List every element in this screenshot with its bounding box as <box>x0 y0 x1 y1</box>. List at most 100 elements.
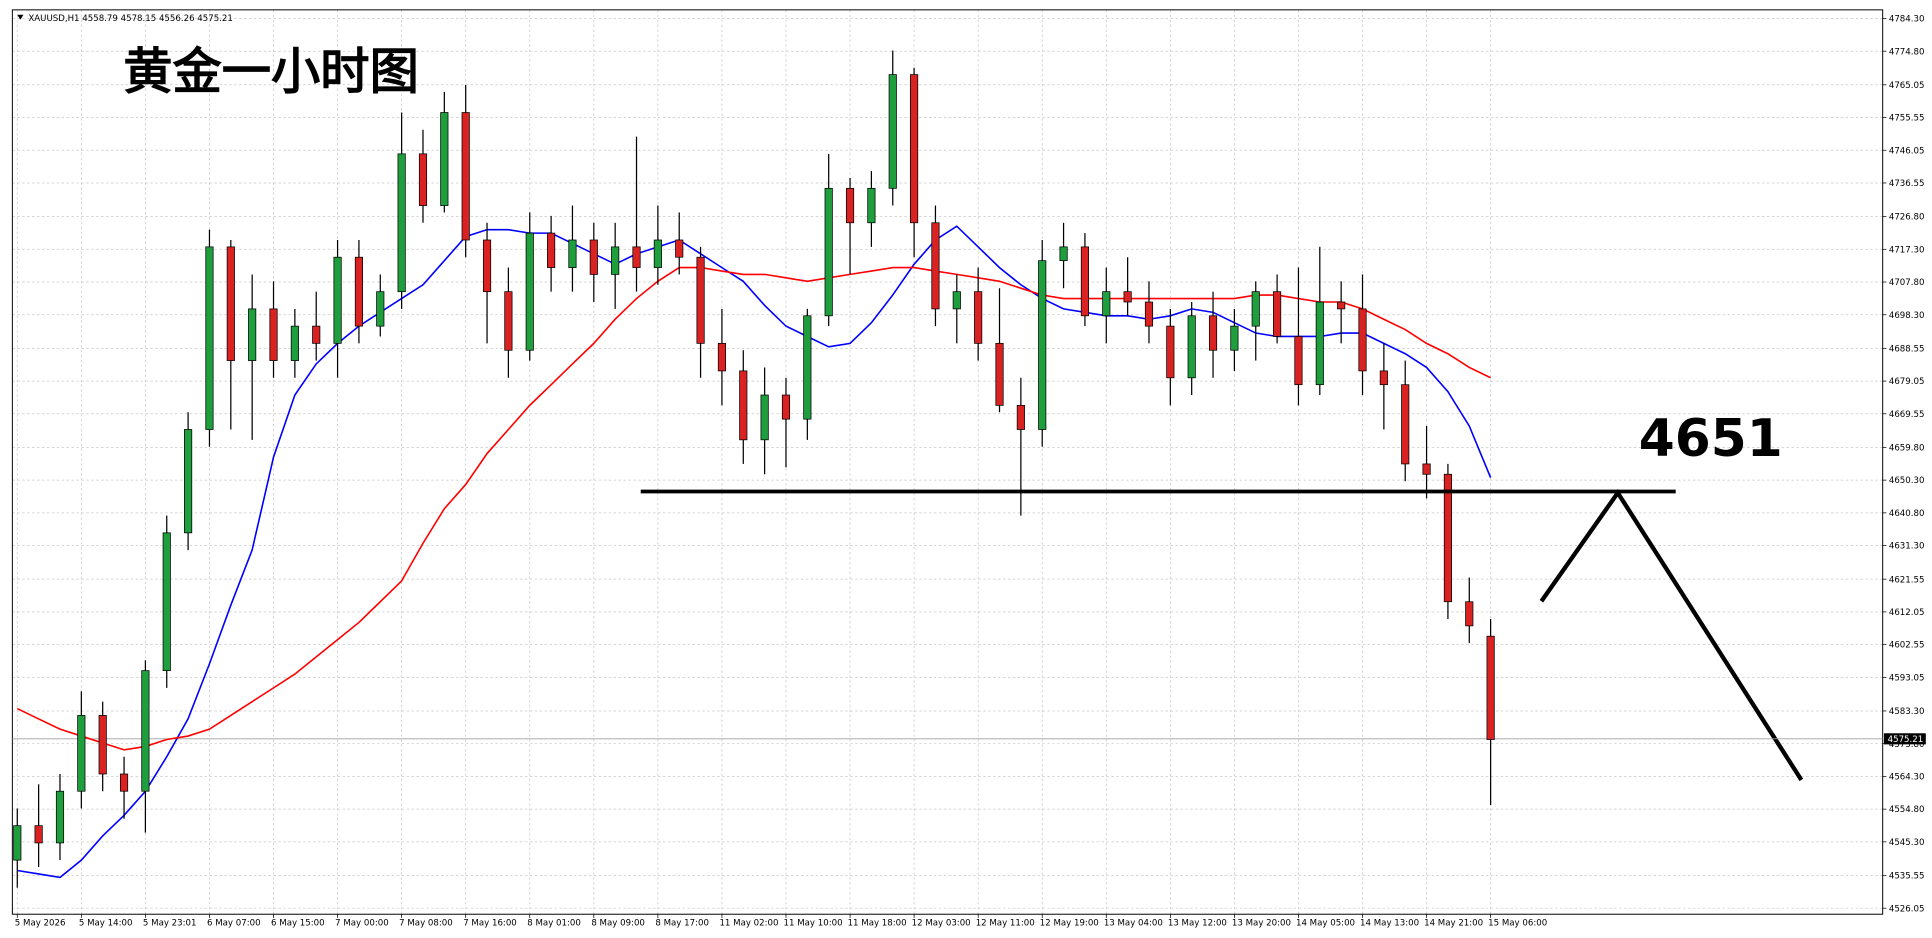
candle-body <box>1208 315 1218 351</box>
labels: 4784.30 4774.80 4765.05 4755.55 4746.05 4736.… <box>15 15 1926 928</box>
candle-body <box>504 291 513 351</box>
marks <box>12 50 1883 888</box>
candle-body <box>547 232 556 268</box>
y-tick-label: 4784.30 <box>1889 15 1925 25</box>
y-tick-label: 4755.55 <box>1889 114 1925 124</box>
candle-body <box>589 239 598 275</box>
x-tick-label: 7 May 08:00 <box>399 918 453 928</box>
y-tick-label: 4602.55 <box>1889 641 1925 651</box>
y-tick-label: 4698.30 <box>1889 311 1925 321</box>
candle-body <box>34 825 43 844</box>
y-tick-label: 4774.80 <box>1889 47 1925 57</box>
current-price-box <box>1883 733 1926 745</box>
candle-body <box>440 112 449 206</box>
header: XAUUSD,H1 4558.79 4578.15 4556.26 4575.2… <box>28 14 233 24</box>
x-tick-label: 14 May 13:00 <box>1360 918 1419 928</box>
y-tick-label: 4659.80 <box>1889 443 1925 453</box>
current-price-label: 4575.21 <box>1888 735 1924 745</box>
candle-body <box>525 232 534 351</box>
candle-body <box>1038 260 1047 430</box>
candle-body <box>1465 601 1474 627</box>
y-tick-label: 4679.05 <box>1889 377 1925 387</box>
x-tick-label: 5 May 23:01 <box>143 918 197 928</box>
moving-average <box>17 225 1492 879</box>
candle-body <box>1059 246 1068 262</box>
candle-body <box>1294 336 1303 386</box>
candle-body <box>1251 291 1260 327</box>
candle-body <box>717 342 726 372</box>
y-tick-label: 4583.30 <box>1889 707 1925 717</box>
candle-body <box>55 790 65 844</box>
x-tick-label: 11 May 18:00 <box>848 918 907 928</box>
candle-body <box>888 74 897 189</box>
candle-body <box>568 239 577 268</box>
chart-title: 黄金一小时图 <box>123 43 419 101</box>
candle-body <box>205 246 214 430</box>
candle-body <box>1379 370 1388 386</box>
y-tick-label: 4726.80 <box>1889 213 1925 223</box>
moving-average <box>16 266 1491 751</box>
candle-body <box>1230 325 1239 351</box>
candle-body <box>653 239 662 268</box>
y-tick-label: 4640.80 <box>1889 509 1925 519</box>
candle-body <box>1358 308 1367 372</box>
candle-body <box>141 670 150 792</box>
candle-body <box>824 187 833 317</box>
candle-body <box>1144 301 1154 327</box>
candle-body <box>226 246 235 361</box>
candle-body <box>1016 404 1025 430</box>
candle-body <box>675 239 684 258</box>
candle-body <box>1422 463 1431 475</box>
candle-body <box>1166 325 1175 379</box>
candle-body <box>98 715 107 775</box>
candle-body <box>760 394 769 441</box>
candle-body <box>248 308 257 361</box>
candle-body <box>1315 301 1324 386</box>
y-tick-label: 4736.55 <box>1889 179 1925 189</box>
y-tick-label: 4535.55 <box>1889 872 1925 882</box>
y-tick-label: 4612.05 <box>1889 608 1925 618</box>
y-tick-label: 4688.55 <box>1889 344 1925 354</box>
candle-body <box>845 187 855 224</box>
x-tick-label: 5 May 14:00 <box>79 918 133 928</box>
x-tick-label: 8 May 17:00 <box>655 918 709 928</box>
y-tick-label: 4545.30 <box>1889 838 1925 848</box>
candle-body <box>696 256 705 344</box>
candle-body <box>632 246 641 268</box>
y-tick-label: 4621.55 <box>1889 575 1925 585</box>
candle-body <box>354 256 363 327</box>
x-tick-label: 13 May 12:00 <box>1168 918 1227 928</box>
menu-arrow[interactable] <box>17 14 24 20</box>
y-tick-label: 4631.30 <box>1889 542 1925 552</box>
candle-body <box>418 153 428 206</box>
candle-body <box>803 315 812 420</box>
candle-body <box>1401 384 1410 465</box>
y-tick-label: 4593.05 <box>1889 673 1925 683</box>
candle-body <box>461 112 470 241</box>
candle-body <box>13 825 22 861</box>
x-tick-label: 15 May 06:00 <box>1488 918 1547 928</box>
candle-body <box>1337 301 1346 310</box>
x-tick-label: 13 May 20:00 <box>1232 918 1291 928</box>
y-tick-label: 4573.80 <box>1889 740 1925 750</box>
candle-body <box>1123 291 1132 303</box>
candle-body <box>1102 291 1111 317</box>
candle-body <box>974 291 983 344</box>
candle-body <box>376 291 385 327</box>
candle-body <box>995 342 1004 406</box>
plot-frame <box>11 9 1884 915</box>
candle-body <box>1486 635 1495 740</box>
candle-body <box>1080 246 1089 317</box>
x-tick-label: 12 May 03:00 <box>912 918 971 928</box>
candle-body <box>269 308 278 361</box>
y-tick-label: 4554.80 <box>1889 805 1925 815</box>
x-tick-label: 11 May 10:00 <box>784 918 843 928</box>
x-tick-label: 12 May 19:00 <box>1040 918 1099 928</box>
y-tick-label: 4717.30 <box>1889 245 1925 255</box>
x-tick-label: 14 May 05:00 <box>1296 918 1355 928</box>
x-tick-label: 8 May 01:00 <box>527 918 581 928</box>
x-tick-label: 13 May 04:00 <box>1104 918 1163 928</box>
